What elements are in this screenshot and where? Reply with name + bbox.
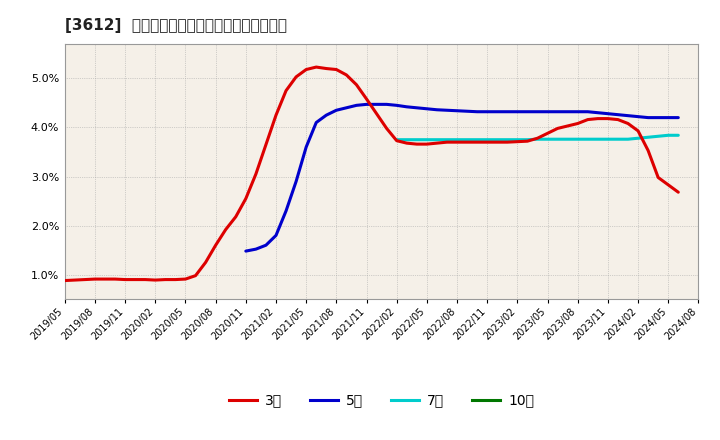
Text: [3612]  当期純利益マージンの標準偏差の推移: [3612] 当期純利益マージンの標準偏差の推移 [65,18,287,33]
Legend: 3年, 5年, 7年, 10年: 3年, 5年, 7年, 10年 [223,388,540,413]
